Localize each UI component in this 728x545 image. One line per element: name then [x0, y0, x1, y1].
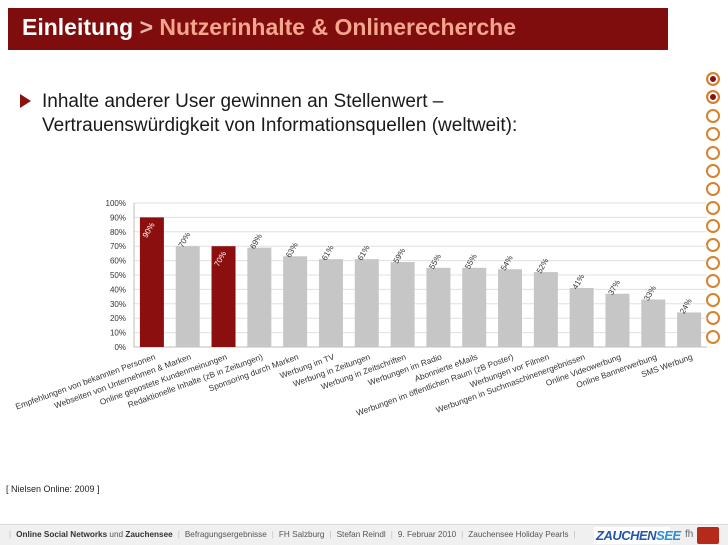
bar-6: [318, 259, 343, 347]
nav-dot-2[interactable]: [706, 90, 720, 105]
bar-1: [139, 217, 164, 347]
y-tick-label: 50%: [110, 271, 126, 280]
nav-dot-8[interactable]: [706, 200, 720, 215]
bullet-line-1: Inhalte anderer User gewinnen an Stellen…: [42, 91, 444, 112]
footer-section: Befragungsergebnisse: [184, 530, 267, 539]
bar-8: [390, 262, 415, 347]
y-tick-label: 60%: [110, 257, 126, 266]
bar-7: [354, 259, 379, 347]
y-tick-label: 0%: [114, 343, 126, 352]
nav-dot-4[interactable]: [706, 127, 720, 142]
bar-10: [462, 267, 487, 347]
nav-dot-5[interactable]: [706, 145, 720, 160]
footer-topic-2: Zauchensee: [125, 530, 173, 539]
y-tick-label: 80%: [110, 228, 126, 237]
nav-dot-13[interactable]: [706, 292, 720, 307]
nav-dot-7[interactable]: [706, 182, 720, 197]
title-sub: Nutzerinhalte & Onlinerecherche: [159, 14, 516, 40]
title-bar: Einleitung > Nutzerinhalte & Onlinereche…: [8, 8, 668, 50]
footer-author: Stefan Reindl: [336, 530, 386, 539]
source-note: [ Nielsen Online: 2009 ]: [6, 484, 100, 494]
nav-dot-11[interactable]: [706, 256, 720, 270]
fh-label: fh: [685, 529, 694, 540]
footer-topic-1: Online Social Networks: [16, 530, 108, 539]
footer-event: Zauchensee Holiday Pearls: [468, 530, 569, 539]
footer-bar: | Online Social Networks und Zauchensee | B…: [0, 524, 728, 545]
nav-dot-1[interactable]: [706, 72, 720, 86]
bar-11: [498, 269, 523, 347]
y-tick-label: 70%: [110, 242, 126, 251]
y-tick-label: 20%: [110, 314, 126, 323]
title-separator: >: [139, 14, 153, 40]
bar-14: [605, 293, 630, 347]
y-tick-label: 100%: [106, 199, 126, 208]
bar-15: [641, 299, 666, 347]
nav-dot-9[interactable]: [706, 219, 720, 234]
footer-date: 9. Februar 2010: [397, 530, 457, 539]
slide-title: Einleitung > Nutzerinhalte & Onlinereche…: [22, 14, 516, 41]
y-tick-label: 30%: [110, 300, 126, 309]
y-tick-label: 40%: [110, 285, 126, 294]
chart-bars: [139, 217, 702, 347]
bar-3: [211, 246, 236, 347]
trust-bar-chart: 0%10%20%30%40%50%60%70%80%90%100% 90%70%…: [14, 199, 707, 418]
chart-category-labels: Empfehlungen von bekannten PersonenWebse…: [14, 351, 694, 418]
nav-dot-6[interactable]: [706, 164, 720, 178]
footer-institution: FH Salzburg: [278, 530, 325, 539]
title-main: Einleitung: [22, 14, 134, 40]
bullet-line-2: Vertrauenswürdigkeit von Informationsque…: [42, 115, 518, 136]
bullet-arrow-icon: [20, 94, 31, 108]
zauchensee-logo: ZAUCHENSEE: [594, 527, 681, 544]
footer-items: | Online Social Networks und Zauchensee | B…: [9, 530, 576, 539]
bar-5: [283, 256, 308, 347]
nav-dot-10[interactable]: [706, 237, 720, 252]
fh-logo-icon: [697, 527, 719, 544]
footer-topic-und: und: [109, 530, 124, 539]
nav-dot-15[interactable]: [706, 329, 720, 344]
y-tick-label: 90%: [110, 213, 126, 222]
bar-12: [533, 272, 558, 347]
bar-2: [175, 246, 200, 347]
bar-9: [426, 267, 451, 347]
bar-4: [247, 247, 272, 347]
nav-dot-12[interactable]: [706, 274, 720, 289]
bullet-text: Inhalte anderer User gewinnen an Stellen…: [42, 90, 517, 138]
bar-13: [569, 287, 594, 347]
bar-16: [677, 312, 702, 347]
y-tick-label: 10%: [110, 329, 126, 338]
nav-dot-3[interactable]: [706, 108, 720, 123]
